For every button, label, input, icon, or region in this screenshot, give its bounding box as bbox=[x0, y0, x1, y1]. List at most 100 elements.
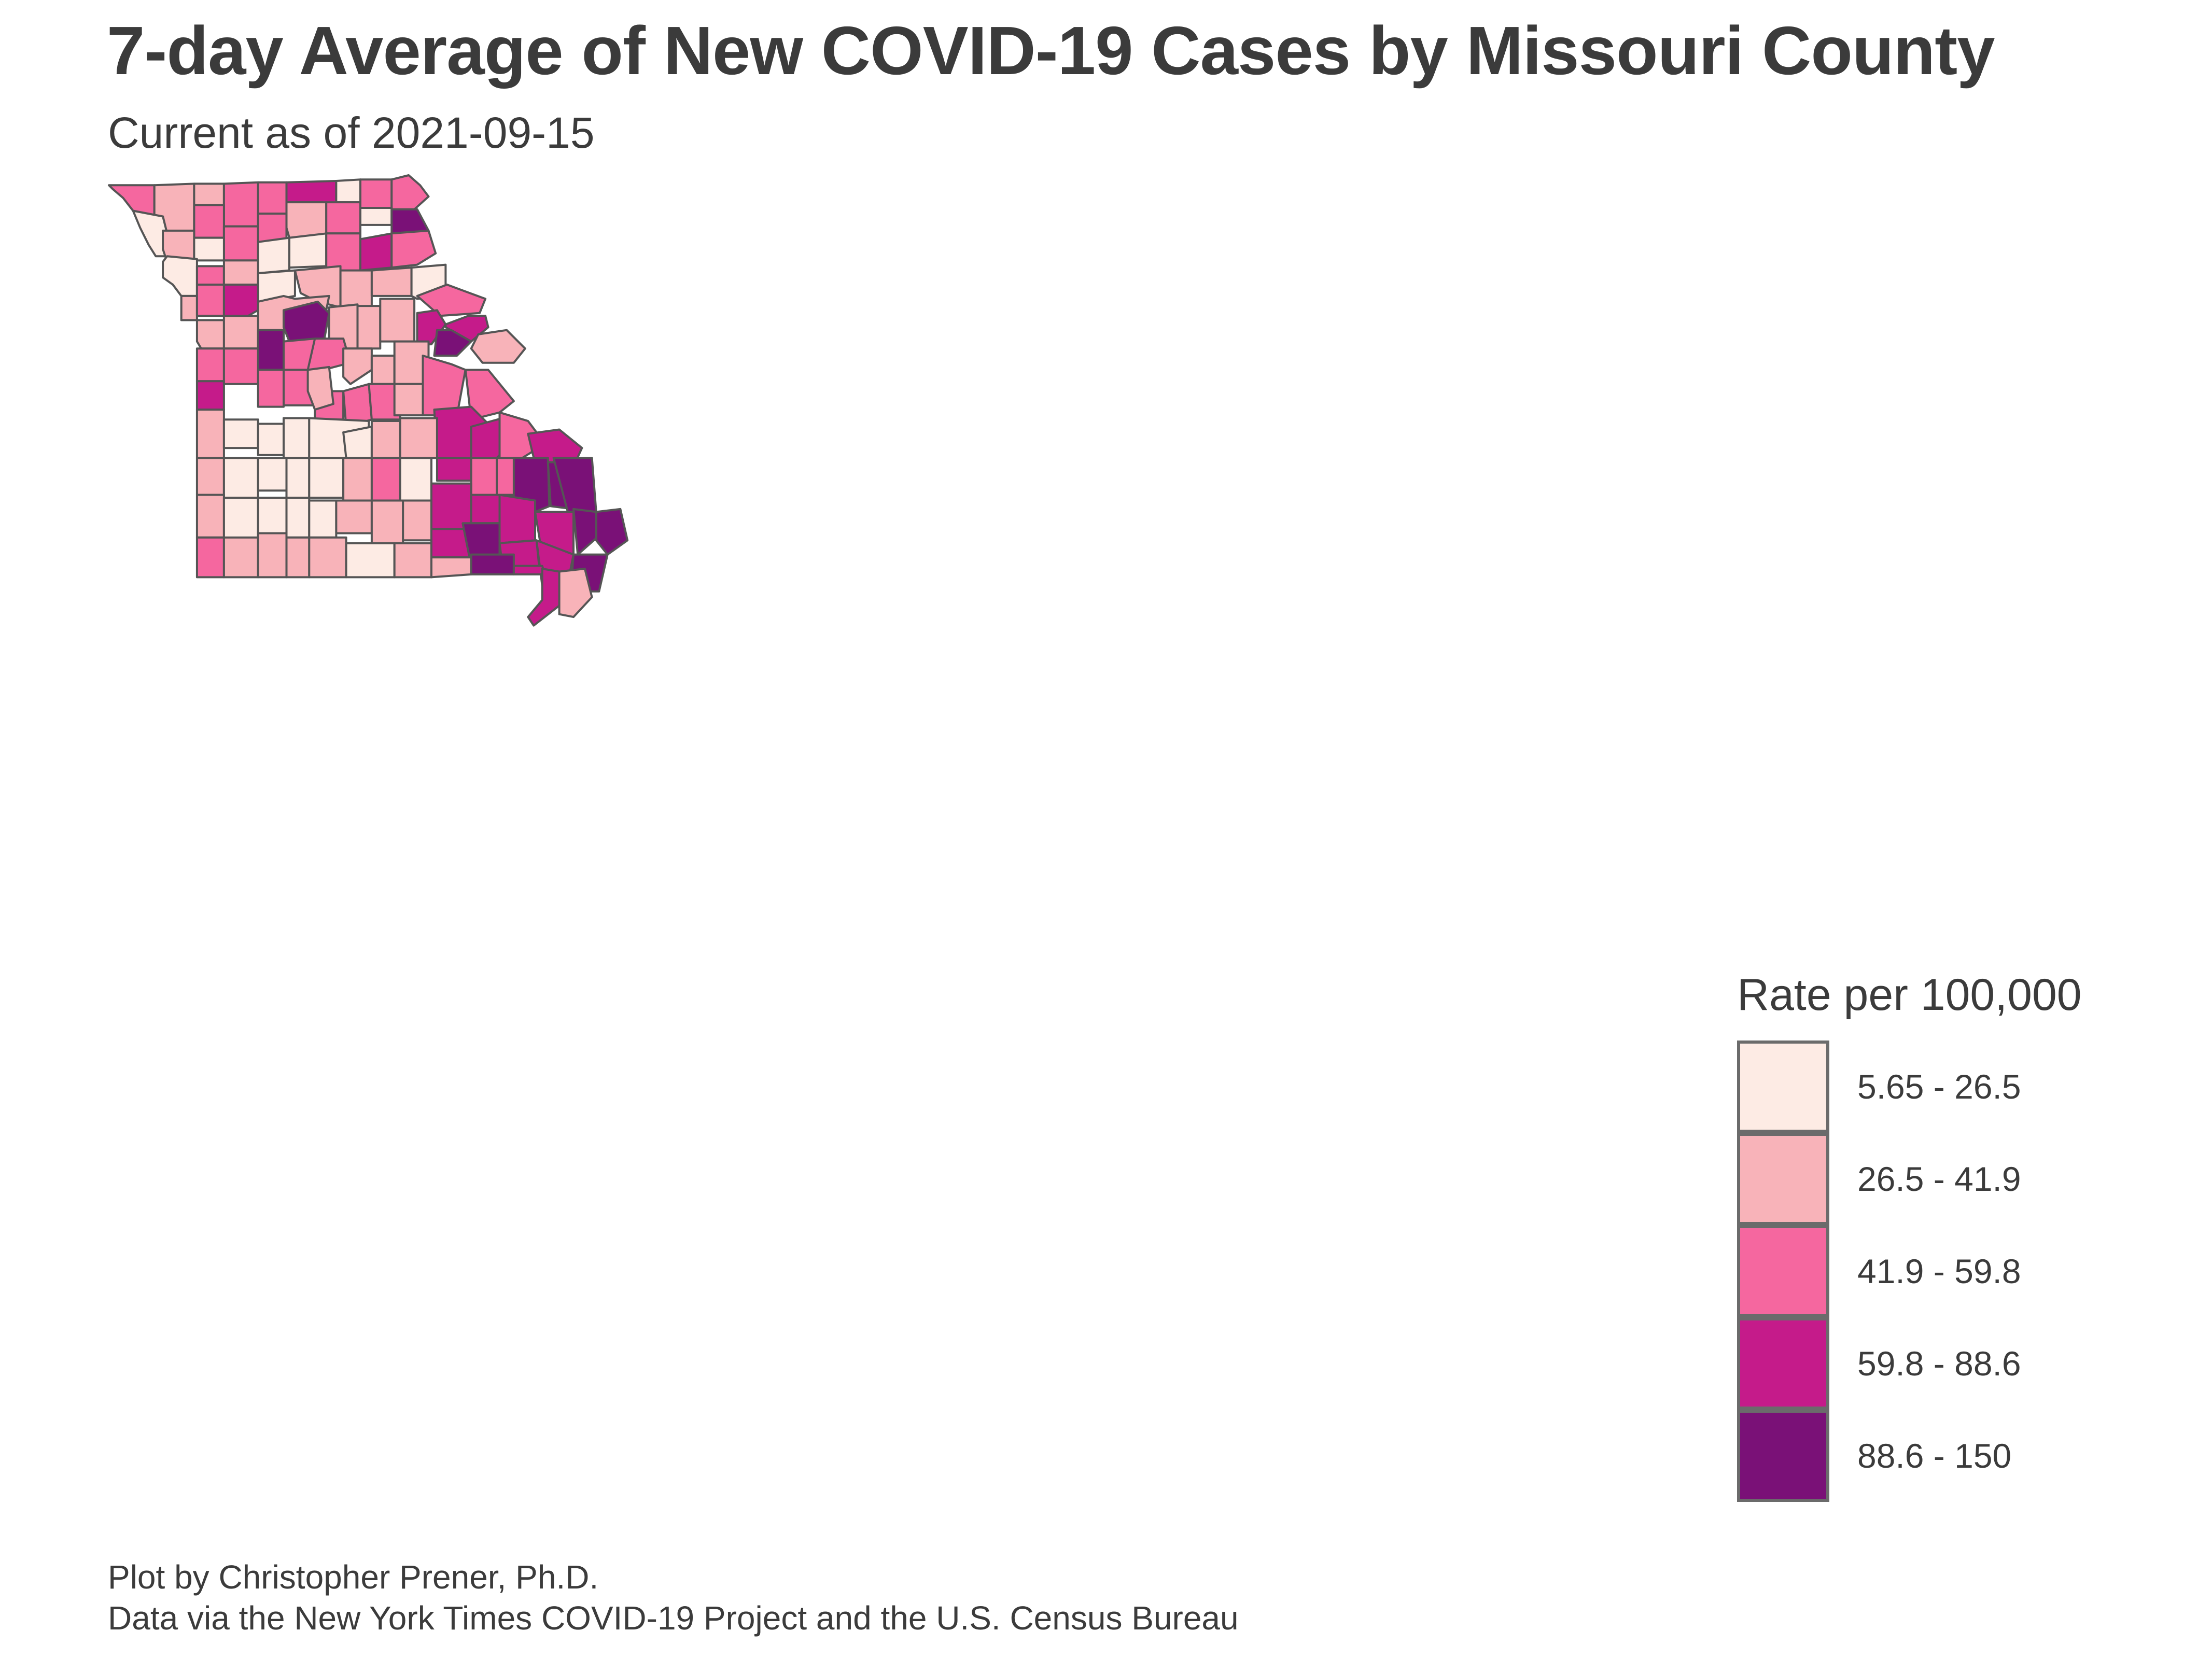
county-polygon bbox=[356, 305, 382, 350]
county-polygon bbox=[342, 457, 373, 502]
county-polygon bbox=[370, 266, 413, 297]
legend-swatch bbox=[1737, 1317, 1829, 1410]
county-polygon bbox=[390, 208, 430, 235]
county-polygon bbox=[193, 236, 225, 262]
county-polygon bbox=[257, 181, 288, 215]
county-polygon bbox=[285, 201, 328, 239]
county-polygon bbox=[470, 457, 498, 496]
county-polygon bbox=[335, 499, 373, 535]
county-polygon bbox=[257, 423, 288, 456]
county-polygon bbox=[195, 409, 225, 459]
county-polygon bbox=[399, 417, 438, 459]
county-polygon bbox=[257, 369, 285, 408]
county-polygon bbox=[422, 355, 467, 417]
county-polygon bbox=[339, 269, 373, 308]
county-polygon bbox=[222, 315, 259, 350]
county-polygon bbox=[195, 380, 225, 411]
legend-swatch bbox=[1737, 1041, 1829, 1133]
county-polygon bbox=[399, 457, 432, 502]
county-polygon bbox=[370, 355, 396, 385]
legend-label: 26.5 - 41.9 bbox=[1857, 1160, 2021, 1198]
county-polygon bbox=[359, 232, 393, 272]
county-polygon bbox=[370, 420, 401, 459]
county-polygon bbox=[288, 232, 328, 269]
county-polygon bbox=[512, 565, 547, 575]
county-polygon bbox=[390, 174, 430, 210]
county-polygon bbox=[308, 536, 347, 579]
county-polygon bbox=[195, 494, 225, 539]
county-polygon bbox=[222, 536, 259, 579]
county-polygon bbox=[436, 457, 472, 482]
county-polygon bbox=[379, 298, 416, 343]
county-polygon bbox=[370, 457, 401, 502]
county-polygon bbox=[470, 553, 515, 575]
county-polygon bbox=[430, 482, 472, 530]
legend-item: 41.9 - 59.8 bbox=[1737, 1225, 2082, 1317]
county-polygon bbox=[257, 236, 290, 275]
map-title: 7-day Average of New COVID-19 Cases by M… bbox=[107, 12, 1995, 89]
county-polygon bbox=[285, 457, 311, 499]
county-polygon bbox=[195, 457, 225, 496]
county-polygon bbox=[470, 494, 501, 525]
county-polygon bbox=[342, 426, 373, 459]
legend-label: 5.65 - 26.5 bbox=[1857, 1067, 2021, 1106]
map-subtitle: Current as of 2021-09-15 bbox=[108, 108, 595, 157]
county-polygon bbox=[222, 181, 259, 228]
county-polygon bbox=[195, 347, 225, 383]
caption-source: Data via the New York Times COVID-19 Pro… bbox=[108, 1599, 1239, 1637]
county-polygon bbox=[359, 178, 393, 209]
county-polygon bbox=[222, 457, 259, 499]
county-polygon bbox=[257, 532, 288, 579]
county-polygon bbox=[325, 201, 361, 235]
county-polygon bbox=[222, 418, 259, 449]
legend-item: 88.6 - 150 bbox=[1737, 1410, 2082, 1502]
county-polygon bbox=[393, 542, 432, 579]
legend-label: 41.9 - 59.8 bbox=[1857, 1252, 2021, 1290]
county-polygon bbox=[430, 556, 472, 579]
legend-swatch bbox=[1737, 1133, 1829, 1225]
county-polygon bbox=[470, 329, 526, 364]
county-polygon bbox=[359, 207, 393, 226]
legend-item: 26.5 - 41.9 bbox=[1737, 1133, 2082, 1225]
county-polygon bbox=[308, 499, 338, 539]
county-polygon bbox=[193, 204, 225, 239]
county-polygon bbox=[498, 494, 536, 544]
county-polygon bbox=[595, 508, 629, 556]
county-polygon bbox=[342, 347, 373, 385]
county-polygon bbox=[393, 383, 424, 417]
county-polygon bbox=[345, 542, 396, 579]
county-polygon bbox=[162, 255, 198, 297]
county-polygon bbox=[257, 497, 288, 535]
legend-item: 5.65 - 26.5 bbox=[1737, 1041, 2082, 1133]
caption-author: Plot by Christopher Prener, Ph.D. bbox=[108, 1558, 599, 1596]
county-polygon bbox=[195, 536, 225, 579]
county-polygon bbox=[308, 457, 345, 499]
county-polygon bbox=[527, 568, 561, 627]
county-polygon bbox=[558, 568, 593, 618]
legend-item: 59.8 - 88.6 bbox=[1737, 1317, 2082, 1410]
county-polygon bbox=[180, 294, 198, 321]
county-polygon bbox=[283, 417, 311, 459]
county-polygon bbox=[335, 178, 361, 204]
legend-title: Rate per 100,000 bbox=[1737, 970, 2082, 1020]
legend-label: 59.8 - 88.6 bbox=[1857, 1344, 2021, 1383]
county-polygon bbox=[257, 457, 288, 492]
county-polygon bbox=[222, 497, 259, 542]
county-polygon bbox=[222, 225, 259, 262]
county-polygon bbox=[370, 499, 404, 549]
county-polygon bbox=[222, 347, 259, 385]
county-polygon bbox=[195, 319, 225, 350]
county-polygon bbox=[433, 329, 472, 357]
county-polygon bbox=[257, 329, 285, 371]
county-polygon bbox=[222, 259, 259, 286]
legend-label: 88.6 - 150 bbox=[1857, 1437, 2012, 1475]
legend-swatch bbox=[1737, 1410, 1829, 1502]
county-polygon bbox=[285, 536, 311, 579]
county-polygon bbox=[306, 365, 334, 411]
county-polygon bbox=[402, 499, 432, 542]
county-polygon bbox=[390, 229, 437, 269]
county-polygon bbox=[306, 338, 352, 371]
legend-swatch bbox=[1737, 1225, 1829, 1317]
county-polygon bbox=[195, 265, 225, 286]
